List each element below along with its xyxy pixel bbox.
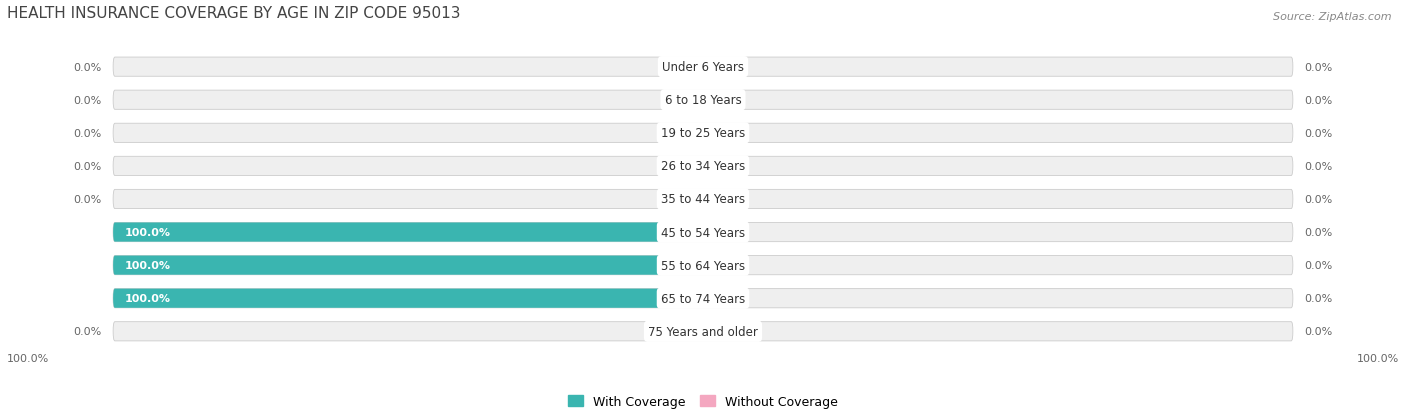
FancyBboxPatch shape [112, 256, 703, 275]
Text: 65 to 74 Years: 65 to 74 Years [661, 292, 745, 305]
FancyBboxPatch shape [112, 289, 703, 308]
Text: 0.0%: 0.0% [1305, 195, 1333, 204]
Text: 0.0%: 0.0% [73, 327, 101, 337]
FancyBboxPatch shape [112, 124, 1294, 143]
Text: 0.0%: 0.0% [73, 62, 101, 72]
FancyBboxPatch shape [112, 91, 1294, 110]
FancyBboxPatch shape [112, 289, 1294, 308]
Text: 0.0%: 0.0% [1305, 327, 1333, 337]
Text: 0.0%: 0.0% [73, 161, 101, 171]
FancyBboxPatch shape [112, 157, 1294, 176]
Text: Source: ZipAtlas.com: Source: ZipAtlas.com [1274, 12, 1392, 22]
FancyBboxPatch shape [112, 190, 1294, 209]
Text: Under 6 Years: Under 6 Years [662, 61, 744, 74]
FancyBboxPatch shape [112, 223, 1294, 242]
Text: 100.0%: 100.0% [125, 228, 172, 237]
Text: 0.0%: 0.0% [1305, 294, 1333, 304]
Text: 0.0%: 0.0% [1305, 128, 1333, 138]
Text: 0.0%: 0.0% [1305, 62, 1333, 72]
Text: 0.0%: 0.0% [1305, 95, 1333, 105]
FancyBboxPatch shape [112, 58, 1294, 77]
FancyBboxPatch shape [112, 322, 1294, 341]
Text: 45 to 54 Years: 45 to 54 Years [661, 226, 745, 239]
Text: 0.0%: 0.0% [73, 128, 101, 138]
FancyBboxPatch shape [112, 223, 703, 242]
Text: 100.0%: 100.0% [125, 294, 172, 304]
Text: 100.0%: 100.0% [125, 261, 172, 271]
Text: 26 to 34 Years: 26 to 34 Years [661, 160, 745, 173]
FancyBboxPatch shape [112, 256, 1294, 275]
Text: 6 to 18 Years: 6 to 18 Years [665, 94, 741, 107]
Text: 100.0%: 100.0% [1357, 353, 1399, 363]
Legend: With Coverage, Without Coverage: With Coverage, Without Coverage [568, 395, 838, 408]
Text: 75 Years and older: 75 Years and older [648, 325, 758, 338]
Text: HEALTH INSURANCE COVERAGE BY AGE IN ZIP CODE 95013: HEALTH INSURANCE COVERAGE BY AGE IN ZIP … [7, 6, 460, 21]
Text: 0.0%: 0.0% [1305, 161, 1333, 171]
Text: 19 to 25 Years: 19 to 25 Years [661, 127, 745, 140]
Text: 0.0%: 0.0% [1305, 228, 1333, 237]
Text: 0.0%: 0.0% [1305, 261, 1333, 271]
Text: 35 to 44 Years: 35 to 44 Years [661, 193, 745, 206]
Text: 55 to 64 Years: 55 to 64 Years [661, 259, 745, 272]
Text: 0.0%: 0.0% [73, 195, 101, 204]
Text: 100.0%: 100.0% [7, 353, 49, 363]
Text: 0.0%: 0.0% [73, 95, 101, 105]
